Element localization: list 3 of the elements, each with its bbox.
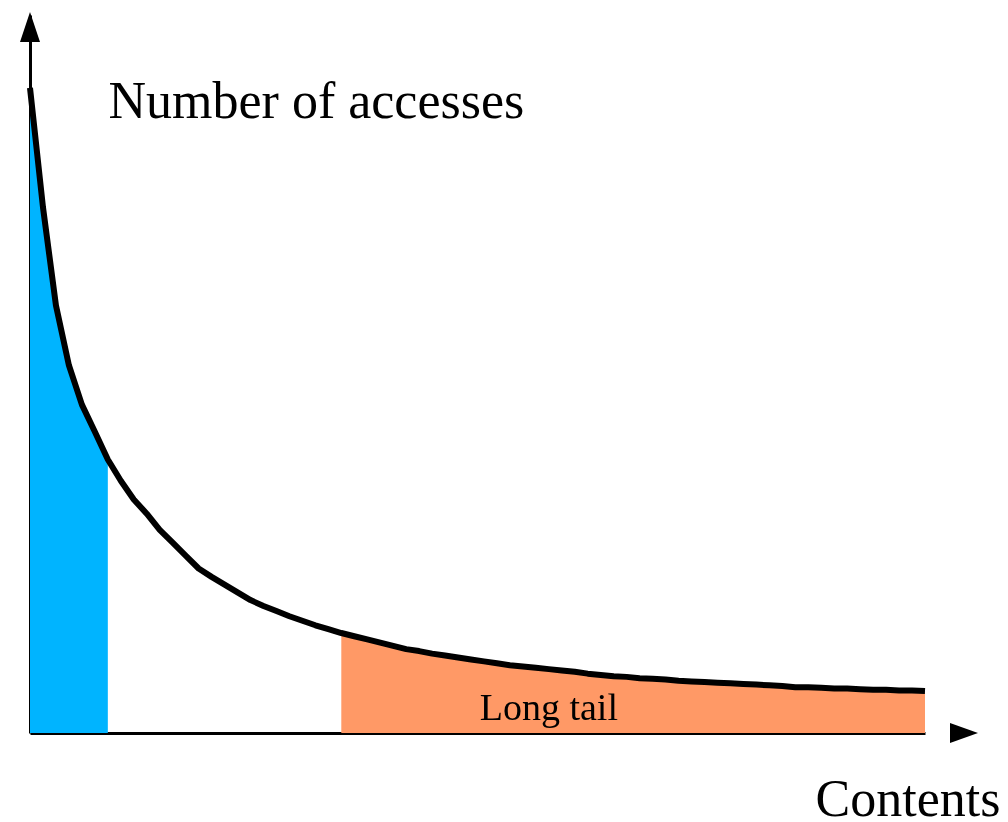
annotation: Long tail bbox=[479, 686, 618, 728]
y-axis-title: Number of accesses bbox=[108, 71, 525, 129]
x-axis-title: Contents bbox=[815, 769, 1001, 822]
